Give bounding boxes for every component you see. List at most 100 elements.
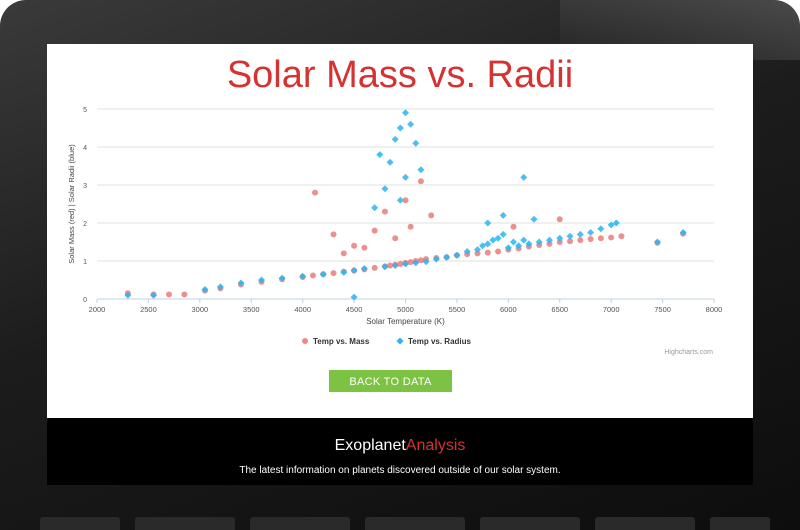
footer-brand: ExoplanetAnalysis	[47, 437, 753, 455]
x-tick-label: 7500	[654, 305, 671, 314]
x-tick-label: 2000	[89, 305, 106, 314]
radius-data-point	[525, 240, 533, 248]
mass-data-point	[330, 270, 337, 277]
x-tick-label: 3000	[191, 305, 208, 314]
page-title: Solar Mass vs. Radii	[226, 54, 574, 96]
radius-data-point	[597, 225, 605, 233]
radius-data-point	[386, 158, 394, 166]
mass-data-point	[556, 239, 563, 245]
radius-data-point	[340, 268, 348, 276]
radius-data-point	[545, 236, 553, 244]
keyboard-edge	[480, 517, 580, 530]
mass-data-point	[417, 257, 424, 264]
radius-data-point	[201, 286, 209, 293]
radius-data-point	[489, 236, 497, 244]
radius-data-point	[587, 229, 595, 236]
x-tick-label: 4500	[346, 305, 363, 314]
radius-data-point	[258, 276, 266, 284]
radius-data-point	[402, 173, 409, 181]
radius-data-point	[407, 120, 415, 128]
radius-data-point	[360, 265, 368, 273]
radius-data-point	[463, 248, 471, 255]
scatter-chart: 0 1 2 3 4 5 2000 2500 3000 3500 4000 4500 5000 5500 60…	[67, 107, 722, 346]
radius-data-point	[237, 279, 245, 287]
mass-data-point	[484, 249, 491, 256]
y-tick-label: 2	[83, 221, 87, 228]
y-tick-label: 1	[83, 259, 87, 266]
mass-data-point	[165, 291, 172, 298]
radius-data-point	[417, 166, 425, 174]
radius-data-point	[371, 204, 379, 212]
x-tick-label: 3500	[243, 305, 260, 314]
mass-data-point	[387, 262, 394, 269]
footer-tagline: The latest information on planets discov…	[239, 465, 561, 476]
y-tick-label: 4	[83, 145, 87, 152]
radius-data-point	[216, 283, 224, 291]
mass-data-point	[351, 242, 358, 249]
radius-data-point	[499, 211, 507, 219]
radius-data-point	[391, 262, 399, 270]
legend-entry: Temp vs. Radius	[408, 337, 472, 346]
x-tick-label: 6000	[500, 305, 517, 314]
mass-data-point	[371, 264, 378, 271]
mass-data-point	[495, 248, 502, 255]
mass-data-point	[510, 223, 517, 230]
brand-accent: Analysis	[405, 437, 466, 454]
x-axis-label: Solar Temperature (K)	[366, 317, 445, 326]
radius-data-point	[443, 253, 451, 261]
radius-data-point	[381, 185, 389, 193]
radius-data-point	[376, 151, 384, 159]
radius-data-point	[494, 234, 502, 242]
x-tick-label: 5500	[449, 305, 466, 314]
mass-data-point	[312, 189, 319, 196]
radius-data-point	[412, 259, 420, 267]
radius-data-point	[402, 260, 409, 268]
mass-data-point	[340, 250, 347, 257]
mass-data-point	[309, 272, 316, 279]
keyboard-edge	[250, 517, 350, 530]
keyboard-edge	[595, 517, 695, 530]
mass-data-point	[556, 216, 563, 223]
radius-data-point	[402, 109, 409, 117]
mass-data-point	[608, 234, 615, 241]
radius-data-point	[679, 229, 687, 236]
mass-data-point	[417, 178, 424, 185]
keyboard-edge	[40, 517, 120, 530]
mass-data-point	[618, 233, 625, 240]
back-to-data-button[interactable]: BACK TO DATA	[329, 370, 452, 392]
radius-data-point	[473, 246, 481, 254]
radius-data-point	[530, 215, 538, 223]
screen: Solar Mass vs. Radii 0 1 2 3 4 5 2000 2500 3000 3…	[47, 44, 753, 485]
radius-data-point	[509, 238, 517, 246]
radius-data-point	[299, 272, 307, 280]
y-tick-label: 3	[83, 183, 87, 190]
radius-data-point	[396, 196, 404, 204]
mass-data-point	[567, 238, 574, 245]
chart-credits[interactable]: Highcharts.com	[664, 349, 713, 356]
mass-data-point	[402, 197, 409, 204]
y-axis-label: Solar Mass (red) | Solar Radii (blue)	[67, 144, 76, 264]
mass-data-point	[407, 259, 414, 266]
radius-data-point	[432, 255, 440, 263]
radius-data-point	[350, 293, 358, 301]
x-tick-label: 7000	[603, 305, 620, 314]
y-tick-label: 0	[83, 297, 87, 304]
legend-mass-marker	[302, 338, 308, 344]
keyboard-edge	[135, 517, 235, 530]
radius-data-point	[520, 236, 528, 244]
radius-data-point	[422, 258, 430, 266]
radius-data-point	[607, 221, 615, 229]
radius-data-point	[566, 232, 574, 240]
mass-data-point	[361, 244, 368, 251]
brand-main: Exoplanet	[334, 437, 406, 454]
radius-data-point	[350, 267, 358, 274]
radius-data-point	[278, 274, 286, 282]
radius-data-point	[484, 240, 492, 248]
radius-data-point	[484, 219, 492, 227]
radius-data-point	[653, 238, 661, 246]
x-tick-label: 5000	[397, 305, 414, 314]
mass-data-point	[381, 208, 388, 215]
radius-data-point	[520, 173, 528, 181]
radius-data-point	[535, 238, 543, 246]
mass-data-point	[371, 227, 378, 234]
